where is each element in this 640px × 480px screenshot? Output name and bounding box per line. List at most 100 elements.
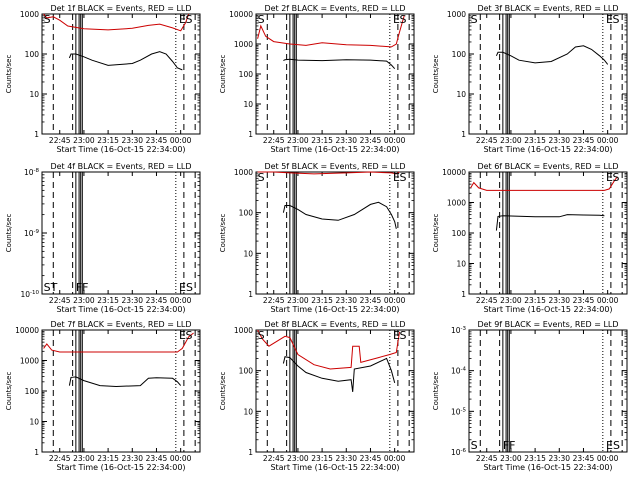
marker-label: S xyxy=(44,13,51,26)
y-tick-label: 10 xyxy=(243,100,253,109)
x-tick-label: 23:30 xyxy=(335,136,357,145)
marker-label: S xyxy=(471,439,478,452)
x-tick-label: 00:00 xyxy=(384,136,406,145)
y-tick-label: 1 xyxy=(248,448,253,457)
x-tick-label: 23:00 xyxy=(500,136,522,145)
chart-panel-2: Det 2f BLACK = Events, RED = LLD Counts/s… xyxy=(219,4,415,154)
y-tick-label: 100 xyxy=(239,367,254,376)
x-tick-label: 22:45 xyxy=(263,136,285,145)
marker-label: S xyxy=(471,13,478,26)
x-tick-label: 23:30 xyxy=(121,296,143,305)
y-tick-label: 1 xyxy=(461,130,466,139)
series-line-lld xyxy=(257,15,405,48)
x-axis-label: Start Time (16-Oct-15 22:34:00) xyxy=(56,463,185,472)
series-line-events xyxy=(68,51,183,71)
x-axis-label: Start Time (16-Oct-15 22:34:00) xyxy=(56,305,185,314)
marker-label: ST xyxy=(44,281,58,294)
plot-frame xyxy=(41,13,201,135)
y-tick-label: 1000 xyxy=(447,199,466,208)
chart-panel-5: Det 5f BLACK = Events, RED = LLD Counts/s… xyxy=(219,162,415,314)
x-tick-label: 23:30 xyxy=(121,136,143,145)
y-tick-label: 10 xyxy=(243,407,253,416)
y-tick-label: 1 xyxy=(248,290,253,299)
marker-label: E xyxy=(606,171,613,184)
y-tick-label: 100 xyxy=(452,50,467,59)
x-tick-label: 00:00 xyxy=(170,136,192,145)
x-tick-label: 23:45 xyxy=(146,296,168,305)
y-axis-label: Counts/sec xyxy=(219,55,227,94)
marker-label: S xyxy=(258,171,265,184)
x-tick-label: 00:00 xyxy=(597,136,619,145)
x-tick-label: 00:00 xyxy=(597,454,619,463)
chart-panel-7: Det 7f BLACK = Events, RED = LLD Counts/s… xyxy=(5,320,201,472)
x-axis-label: Start Time (16-Oct-15 22:34:00) xyxy=(483,145,612,154)
x-tick-label: 23:45 xyxy=(360,454,382,463)
x-tick-label: 23:15 xyxy=(311,136,333,145)
marker-label: E xyxy=(393,171,400,184)
x-tick-label: 22:45 xyxy=(476,296,498,305)
y-tick-label: 1000 xyxy=(234,40,253,49)
marker-label: S xyxy=(612,171,619,184)
y-tick-label: 1 xyxy=(461,290,466,299)
y-tick-label: 10-4 xyxy=(451,367,467,376)
chart-title: Det 6f BLACK = Events, RED = LLD xyxy=(477,162,618,171)
plot-frame xyxy=(468,13,628,135)
x-axis-label: Start Time (16-Oct-15 22:34:00) xyxy=(270,305,399,314)
chart-title: Det 9f BLACK = Events, RED = LLD xyxy=(477,320,618,329)
x-axis-label: Start Time (16-Oct-15 22:34:00) xyxy=(483,305,612,314)
series-line-events xyxy=(283,58,396,70)
x-tick-label: 00:00 xyxy=(384,296,406,305)
series-line-lld xyxy=(257,329,400,370)
x-axis-label: Start Time (16-Oct-15 22:34:00) xyxy=(483,463,612,472)
marker-label: S xyxy=(258,13,265,26)
x-tick-label: 00:00 xyxy=(170,454,192,463)
x-tick-label: 23:45 xyxy=(146,454,168,463)
y-tick-label: 1000 xyxy=(447,10,466,19)
x-tick-label: 23:30 xyxy=(548,296,570,305)
chart-panel-6: Det 6f BLACK = Events, RED = LLD Counts/s… xyxy=(432,162,628,314)
plot-frame xyxy=(255,329,415,453)
series-line-events xyxy=(282,356,396,392)
chart-title: Det 8f BLACK = Events, RED = LLD xyxy=(264,320,405,329)
x-tick-label: 00:00 xyxy=(170,296,192,305)
y-axis-label: Counts/sec xyxy=(432,214,440,253)
plot-frame xyxy=(468,329,628,453)
chart-title: Det 1f BLACK = Events, RED = LLD xyxy=(50,4,191,13)
x-axis-label: Start Time (16-Oct-15 22:34:00) xyxy=(270,145,399,154)
y-tick-label: 10000 xyxy=(442,168,466,177)
y-axis-label: Counts/sec xyxy=(219,372,227,411)
marker-label: FF xyxy=(76,281,89,294)
plot-frame xyxy=(255,171,415,295)
series-line-events xyxy=(495,45,609,65)
x-tick-label: 23:15 xyxy=(311,296,333,305)
marker-label: E xyxy=(606,13,613,26)
marker-label: ES xyxy=(606,439,620,452)
y-tick-label: 1 xyxy=(248,130,253,139)
x-tick-label: 23:30 xyxy=(548,136,570,145)
x-tick-label: 23:30 xyxy=(335,296,357,305)
x-tick-label: 22:45 xyxy=(49,454,71,463)
chart-title: Det 3f BLACK = Events, RED = LLD xyxy=(477,4,618,13)
chart-title: Det 2f BLACK = Events, RED = LLD xyxy=(264,4,405,13)
y-tick-label: 10 xyxy=(29,90,39,99)
y-tick-label: 1 xyxy=(34,130,39,139)
marker-label: S xyxy=(399,171,406,184)
x-tick-label: 22:45 xyxy=(263,454,285,463)
x-tick-label: 23:15 xyxy=(311,454,333,463)
chart-title: Det 4f BLACK = Events, RED = LLD xyxy=(50,162,191,171)
y-tick-label: 1000 xyxy=(234,326,253,335)
series-line-lld xyxy=(257,171,400,175)
x-tick-label: 00:00 xyxy=(597,296,619,305)
y-tick-label: 10 xyxy=(456,260,466,269)
chart-panel-1: Det 1f BLACK = Events, RED = LLD Counts/s… xyxy=(5,4,201,154)
marker-label: E xyxy=(393,329,400,342)
series-line-lld xyxy=(470,176,618,191)
y-axis-label: Counts/sec xyxy=(432,55,440,94)
x-tick-label: 23:00 xyxy=(73,296,95,305)
y-tick-label: 10 xyxy=(243,249,253,258)
y-tick-label: 10-3 xyxy=(451,326,467,335)
x-tick-label: 22:45 xyxy=(263,296,285,305)
x-tick-label: 23:45 xyxy=(360,296,382,305)
x-tick-label: 23:00 xyxy=(73,454,95,463)
